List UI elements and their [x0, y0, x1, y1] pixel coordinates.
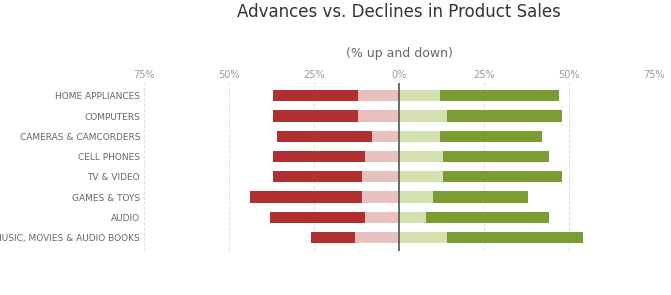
Bar: [444, 171, 562, 182]
Bar: [399, 111, 447, 122]
Bar: [399, 171, 444, 182]
Bar: [433, 191, 529, 203]
Bar: [427, 212, 549, 223]
Bar: [372, 131, 399, 142]
Bar: [274, 171, 362, 182]
Bar: [355, 232, 399, 243]
Bar: [274, 90, 358, 101]
Bar: [311, 232, 355, 243]
Bar: [399, 212, 427, 223]
Bar: [362, 191, 399, 203]
Bar: [270, 212, 365, 223]
Bar: [440, 90, 559, 101]
Bar: [274, 151, 365, 162]
Bar: [399, 151, 444, 162]
Bar: [362, 171, 399, 182]
Bar: [365, 151, 399, 162]
Bar: [358, 90, 399, 101]
Bar: [365, 212, 399, 223]
Bar: [274, 111, 358, 122]
Bar: [399, 90, 440, 101]
Bar: [399, 191, 433, 203]
Bar: [250, 191, 362, 203]
Bar: [447, 111, 562, 122]
Bar: [440, 131, 542, 142]
Bar: [358, 111, 399, 122]
Text: (% up and down): (% up and down): [346, 47, 453, 60]
Bar: [399, 232, 447, 243]
Bar: [447, 232, 583, 243]
Legend: <0%, <-10%, >=0%, >10%: <0%, <-10%, >=0%, >10%: [288, 292, 511, 295]
Text: Advances vs. Declines in Product Sales: Advances vs. Declines in Product Sales: [238, 3, 561, 21]
Bar: [444, 151, 549, 162]
Bar: [277, 131, 372, 142]
Bar: [399, 131, 440, 142]
